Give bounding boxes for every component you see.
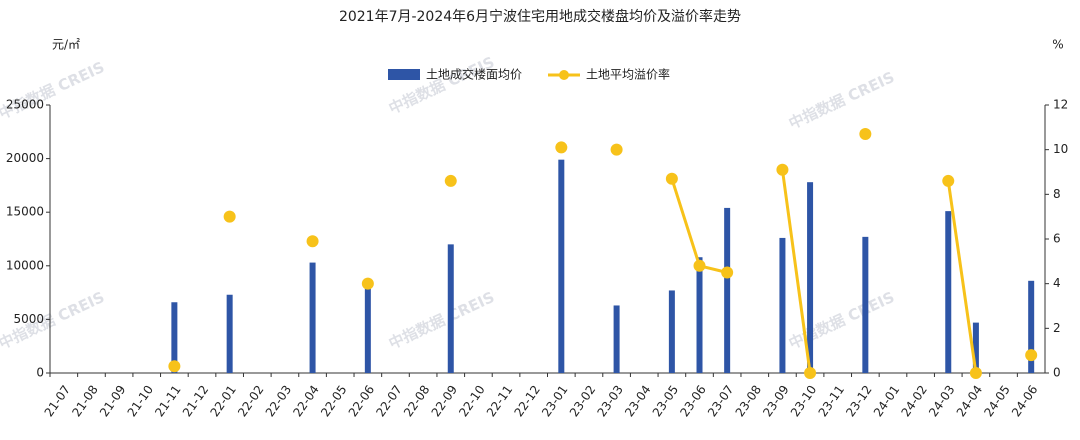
bar <box>447 244 454 373</box>
y2-tick-label: 10 <box>1053 142 1068 156</box>
x-tick-label: 22-08 <box>401 383 432 420</box>
y-tick-label: 5000 <box>13 312 44 326</box>
x-tick-label: 22-04 <box>290 383 321 420</box>
x-tick-label: 23-11 <box>816 383 847 420</box>
x-tick-label: 21-09 <box>97 383 128 420</box>
y2-tick-label: 2 <box>1053 321 1061 335</box>
bar <box>668 290 675 373</box>
line-point <box>444 174 457 187</box>
line-point <box>361 277 374 290</box>
bar <box>779 237 786 373</box>
x-tick-label: 24-05 <box>981 383 1012 420</box>
x-tick-label: 24-02 <box>898 383 929 420</box>
x-tick-label: 22-02 <box>235 383 266 420</box>
x-tick-label: 23-07 <box>705 383 736 420</box>
line-point <box>804 367 817 379</box>
x-tick-label: 22-11 <box>484 383 515 420</box>
x-tick-label: 23-02 <box>567 383 598 420</box>
x-tick-label: 23-06 <box>677 383 708 420</box>
line-point <box>942 174 955 187</box>
x-tick-label: 21-08 <box>69 383 100 420</box>
legend-label: 土地成交楼面均价 <box>426 67 522 82</box>
bar <box>862 236 869 373</box>
bar <box>364 287 371 373</box>
x-tick-label: 24-06 <box>1009 383 1040 420</box>
line-point <box>223 210 236 223</box>
legend-label: 土地平均溢价率 <box>586 67 670 82</box>
x-tick-label: 22-12 <box>512 383 543 420</box>
bar <box>945 211 952 373</box>
x-tick-label: 21-07 <box>42 383 73 420</box>
y-tick-label: 0 <box>36 366 44 380</box>
x-tick-label: 22-01 <box>208 383 239 420</box>
chart-title: 2021年7月-2024年6月宁波住宅用地成交楼盘均价及溢价率走势 <box>339 8 741 25</box>
x-tick-label: 22-10 <box>456 383 487 420</box>
x-tick-label: 23-09 <box>760 383 791 420</box>
y-unit: 元/㎡ <box>52 38 80 52</box>
bar <box>558 159 565 373</box>
line-point <box>610 143 623 156</box>
bar <box>696 257 703 373</box>
x-tick-label: 23-05 <box>650 383 681 420</box>
x-tick-label: 21-10 <box>125 383 156 420</box>
x-tick-label: 21-12 <box>180 383 211 420</box>
watermark: 中指数据 CREIS <box>0 58 107 123</box>
line-point <box>776 163 789 176</box>
line-point <box>665 172 678 185</box>
bar <box>226 294 233 373</box>
watermark: 中指数据 CREIS <box>386 288 497 353</box>
x-tick-label: 22-06 <box>346 383 377 420</box>
bar <box>613 305 620 373</box>
y2-tick-label: 6 <box>1053 232 1061 246</box>
bar <box>724 207 731 373</box>
x-tick-label: 22-05 <box>318 383 349 420</box>
x-tick-label: 23-01 <box>539 383 570 420</box>
y-tick-label: 20000 <box>6 151 44 165</box>
line-point <box>859 128 872 141</box>
x-tick-label: 23-12 <box>843 383 874 420</box>
bar <box>807 182 814 373</box>
y2-unit: % <box>1052 38 1063 52</box>
line-point <box>1025 349 1038 362</box>
x-tick-label: 22-09 <box>429 383 460 420</box>
x-tick-label: 24-04 <box>954 383 985 420</box>
x-tick-label: 23-10 <box>788 383 819 420</box>
bar <box>972 322 979 373</box>
bar <box>309 262 316 373</box>
line-point <box>168 360 181 373</box>
line-point <box>555 141 568 154</box>
x-tick-label: 24-03 <box>926 383 957 420</box>
watermark: 中指数据 CREIS <box>786 68 897 133</box>
x-tick-label: 23-08 <box>733 383 764 420</box>
y-tick-label: 25000 <box>6 98 44 112</box>
x-tick-label: 23-04 <box>622 383 653 420</box>
y2-tick-label: 12 <box>1053 98 1068 112</box>
y2-tick-label: 0 <box>1053 366 1061 380</box>
x-tick-label: 22-03 <box>263 383 294 420</box>
y-tick-label: 10000 <box>6 258 44 272</box>
x-tick-label: 23-03 <box>594 383 625 420</box>
bar <box>171 302 178 373</box>
x-tick-label: 22-07 <box>373 383 404 420</box>
legend-swatch <box>388 69 420 80</box>
line-point <box>693 259 706 272</box>
bar <box>1028 280 1035 373</box>
watermark: 中指数据 CREIS <box>386 53 497 118</box>
y-tick-label: 15000 <box>6 205 44 219</box>
y2-tick-label: 4 <box>1053 276 1061 290</box>
line-point <box>969 367 982 379</box>
line-point <box>721 266 734 279</box>
x-tick-label: 21-11 <box>152 383 183 420</box>
line-point <box>306 235 319 248</box>
x-tick-label: 24-01 <box>871 383 902 420</box>
legend-swatch <box>559 70 569 80</box>
y2-tick-label: 8 <box>1053 187 1061 201</box>
